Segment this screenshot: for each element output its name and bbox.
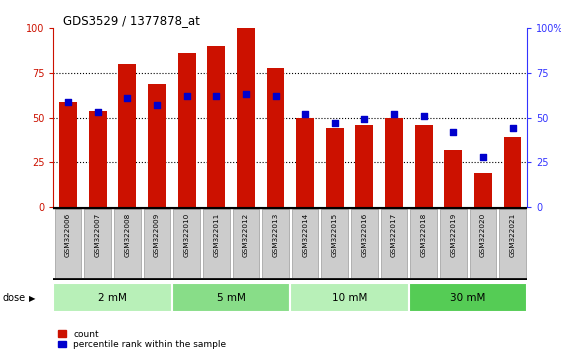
FancyBboxPatch shape bbox=[410, 209, 437, 278]
Text: GSM322018: GSM322018 bbox=[421, 213, 427, 257]
Bar bbox=[266, 68, 284, 207]
Text: GSM322014: GSM322014 bbox=[302, 213, 308, 257]
Point bbox=[360, 117, 369, 122]
Text: GSM322011: GSM322011 bbox=[213, 213, 219, 257]
Point bbox=[63, 99, 72, 104]
Text: 10 mM: 10 mM bbox=[332, 293, 367, 303]
Point bbox=[389, 111, 398, 117]
Bar bbox=[148, 84, 166, 207]
Bar bbox=[444, 150, 462, 207]
Bar bbox=[296, 118, 314, 207]
Bar bbox=[356, 125, 373, 207]
FancyBboxPatch shape bbox=[203, 209, 229, 278]
Text: GSM322020: GSM322020 bbox=[480, 213, 486, 257]
Bar bbox=[89, 110, 107, 207]
Bar bbox=[178, 53, 195, 207]
Text: GSM322006: GSM322006 bbox=[65, 213, 71, 257]
FancyBboxPatch shape bbox=[84, 209, 111, 278]
FancyBboxPatch shape bbox=[53, 283, 172, 312]
Text: GSM322015: GSM322015 bbox=[332, 213, 338, 257]
Bar bbox=[208, 46, 225, 207]
FancyBboxPatch shape bbox=[470, 209, 496, 278]
Legend: count, percentile rank within the sample: count, percentile rank within the sample bbox=[58, 330, 226, 349]
Bar bbox=[385, 118, 403, 207]
FancyBboxPatch shape bbox=[262, 209, 289, 278]
Bar bbox=[504, 137, 521, 207]
Text: GSM322016: GSM322016 bbox=[361, 213, 367, 257]
Text: GSM322007: GSM322007 bbox=[95, 213, 101, 257]
FancyBboxPatch shape bbox=[290, 283, 409, 312]
FancyBboxPatch shape bbox=[233, 209, 259, 278]
Bar bbox=[415, 125, 433, 207]
Text: GSM322012: GSM322012 bbox=[243, 213, 249, 257]
Text: GDS3529 / 1377878_at: GDS3529 / 1377878_at bbox=[63, 14, 200, 27]
Point bbox=[508, 126, 517, 131]
Bar bbox=[474, 173, 492, 207]
Text: dose: dose bbox=[3, 293, 26, 303]
FancyBboxPatch shape bbox=[321, 209, 348, 278]
Text: 30 mM: 30 mM bbox=[450, 293, 486, 303]
FancyBboxPatch shape bbox=[440, 209, 467, 278]
Point bbox=[419, 113, 428, 119]
Text: GSM322009: GSM322009 bbox=[154, 213, 160, 257]
Point bbox=[182, 93, 191, 99]
FancyBboxPatch shape bbox=[351, 209, 378, 278]
Text: GSM322008: GSM322008 bbox=[125, 213, 130, 257]
FancyBboxPatch shape bbox=[172, 283, 290, 312]
FancyBboxPatch shape bbox=[292, 209, 319, 278]
FancyBboxPatch shape bbox=[499, 209, 526, 278]
Text: 5 mM: 5 mM bbox=[217, 293, 246, 303]
Bar bbox=[326, 129, 344, 207]
Point bbox=[330, 120, 339, 126]
Text: GSM322013: GSM322013 bbox=[273, 213, 278, 257]
Point bbox=[301, 111, 310, 117]
Bar bbox=[237, 28, 255, 207]
Bar bbox=[59, 102, 77, 207]
FancyBboxPatch shape bbox=[55, 209, 81, 278]
Bar bbox=[118, 64, 136, 207]
Text: GSM322021: GSM322021 bbox=[509, 213, 516, 257]
FancyBboxPatch shape bbox=[409, 283, 527, 312]
FancyBboxPatch shape bbox=[173, 209, 200, 278]
Point bbox=[93, 109, 102, 115]
Point bbox=[153, 102, 162, 108]
Text: GSM322010: GSM322010 bbox=[183, 213, 190, 257]
Text: GSM322019: GSM322019 bbox=[450, 213, 456, 257]
Point bbox=[479, 154, 488, 160]
Text: GSM322017: GSM322017 bbox=[391, 213, 397, 257]
Point bbox=[211, 93, 220, 99]
Point bbox=[449, 129, 458, 135]
FancyBboxPatch shape bbox=[381, 209, 407, 278]
Text: ▶: ▶ bbox=[29, 294, 36, 303]
FancyBboxPatch shape bbox=[114, 209, 141, 278]
Point bbox=[241, 92, 250, 97]
FancyBboxPatch shape bbox=[144, 209, 171, 278]
Point bbox=[271, 93, 280, 99]
Text: 2 mM: 2 mM bbox=[98, 293, 127, 303]
Point bbox=[123, 95, 132, 101]
